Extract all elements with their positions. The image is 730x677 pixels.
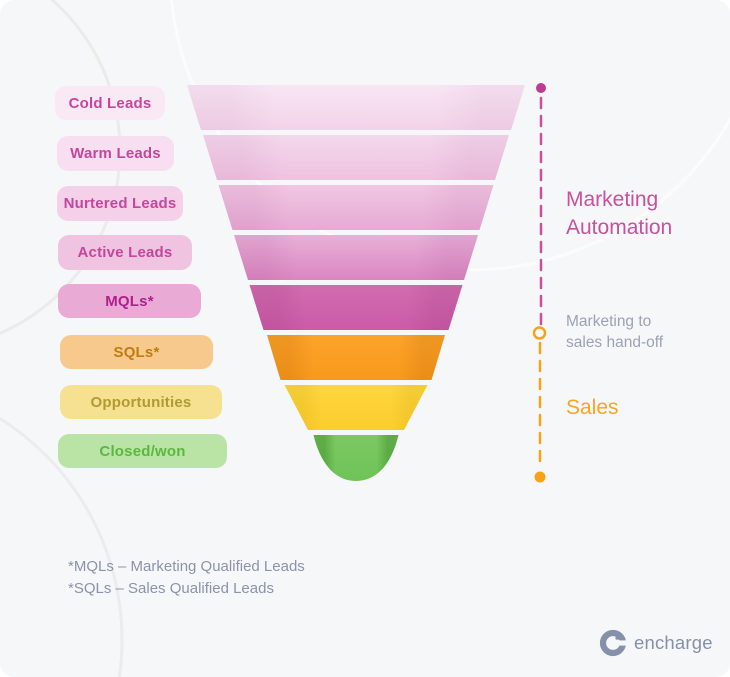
handoff-label: Marketing to sales hand-off [566, 313, 664, 351]
funnel-bands [187, 85, 525, 481]
stage-pill-nurtered-leads: Nurtered Leads [57, 186, 183, 221]
decor-arc-bottom-left [0, 416, 124, 677]
footnote-mqls: *MQLs – Marketing Qualified Leads [68, 558, 305, 575]
funnel-band-facets-closed-won [313, 435, 399, 481]
timeline-end-dot [534, 471, 546, 483]
funnel-band-facets-warm-leads [203, 135, 509, 180]
stage-pill-sqls: SQLs* [60, 335, 213, 369]
funnel-band-facets-sqls [267, 335, 445, 380]
encharge-logo-icon [599, 629, 627, 657]
stage-pill-warm-leads: Warm Leads [57, 136, 174, 171]
funnel-band-facets-opportunities [284, 385, 428, 430]
funnel-band-facets-active-leads [234, 235, 478, 280]
stage-pill-active-leads: Active Leads [58, 235, 192, 270]
timeline-dashed-line [532, 83, 547, 483]
stage-pill-cold-leads: Cold Leads [55, 86, 165, 120]
footnotes: *MQLs – Marketing Qualified Leads *SQLs … [68, 556, 305, 600]
stage-pill-opportunities: Opportunities [60, 385, 222, 419]
timeline-handoff-marker [532, 326, 547, 340]
timeline-start-dot [536, 83, 546, 93]
sales-label: Sales [566, 396, 619, 419]
funnel-band-facets-mqls [249, 285, 463, 330]
funnel-band-facets-nurtered-leads [218, 185, 494, 230]
encharge-logo: encharge [599, 629, 713, 657]
marketing-automation-label: Marketing Automation [566, 188, 673, 239]
decor-arc-top [170, 0, 730, 272]
stage-pill-mqls: MQLs* [58, 284, 201, 318]
funnel-band-facets-cold-leads [187, 85, 525, 130]
encharge-logo-text: encharge [634, 632, 713, 653]
stage-pill-closed-won: Closed/won [58, 434, 227, 468]
footnote-sqls: *SQLs – Sales Qualified Leads [68, 580, 274, 597]
